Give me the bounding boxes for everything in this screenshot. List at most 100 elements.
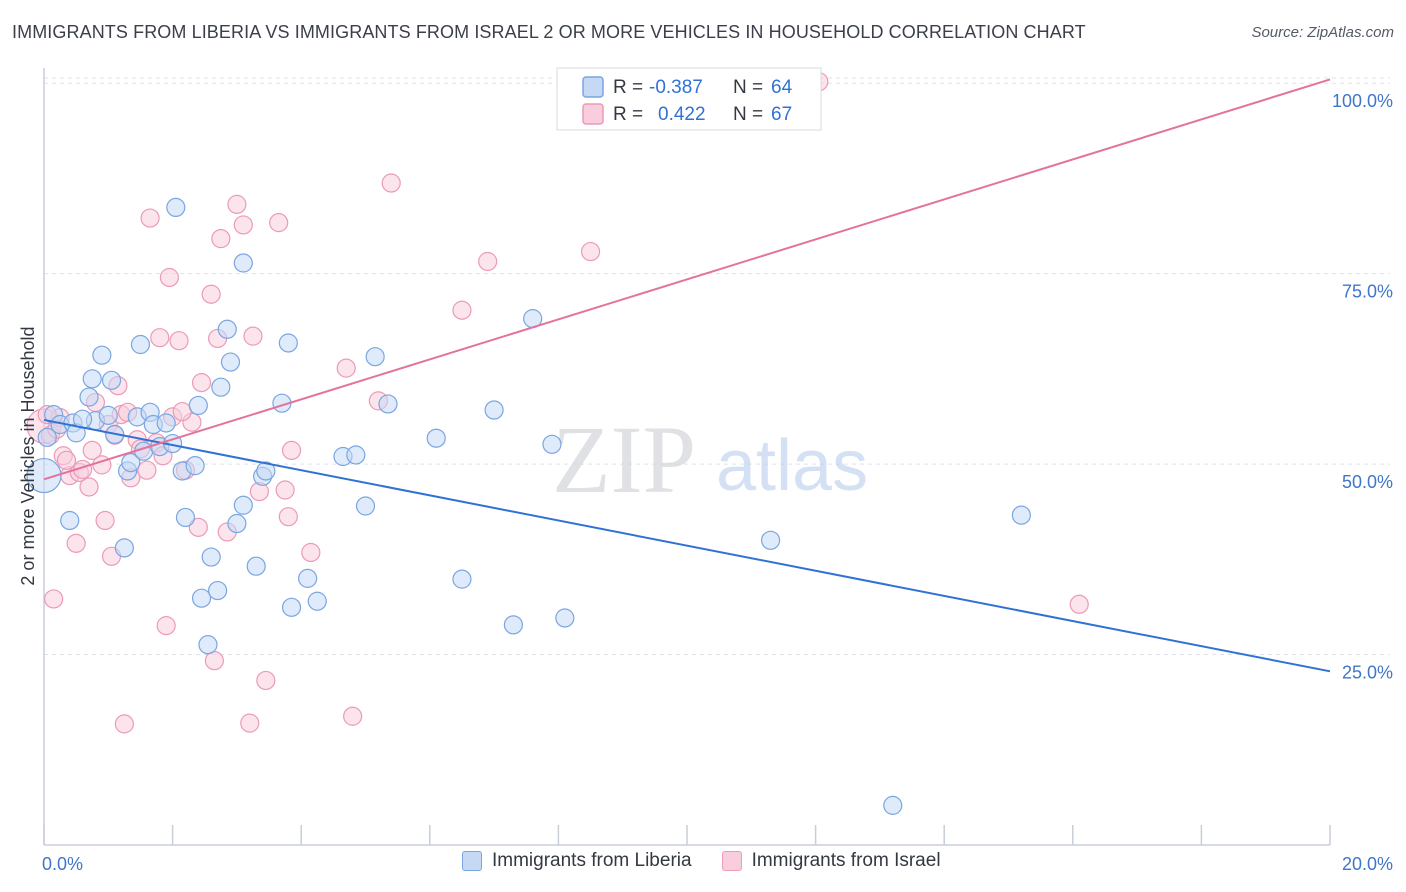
liberia-point bbox=[101, 370, 122, 390]
x-tick-label: 0.0% bbox=[42, 854, 83, 874]
zipatlas-watermark: ZIP atlas bbox=[552, 406, 868, 513]
liberia-stats-swatch bbox=[582, 76, 604, 98]
israel-point bbox=[44, 589, 64, 609]
israel-point bbox=[114, 714, 134, 734]
liberia-point bbox=[355, 496, 376, 516]
liberia-point bbox=[426, 428, 446, 448]
israel-point bbox=[452, 300, 472, 320]
liberia-point bbox=[298, 568, 318, 588]
legend-swatch-liberia bbox=[462, 851, 482, 871]
liberia-point bbox=[555, 608, 575, 628]
liberia-point bbox=[227, 513, 247, 534]
israel-point bbox=[169, 331, 189, 351]
liberia-point bbox=[201, 547, 221, 567]
israel-point bbox=[201, 284, 221, 304]
trendlines bbox=[43, 78, 1331, 673]
israel-point bbox=[204, 651, 224, 671]
israel-n-value: 67 bbox=[771, 104, 792, 125]
israel-point bbox=[227, 194, 247, 214]
israel-point bbox=[478, 251, 498, 272]
israel-point bbox=[172, 401, 192, 422]
tick-labels: 25.0% 50.0% 75.0% 100.0% 0.0% 20.0% bbox=[42, 91, 1393, 874]
y-tick-label: 75.0% bbox=[1342, 282, 1393, 302]
liberia-point bbox=[121, 452, 141, 473]
legend-swatch-israel bbox=[721, 851, 742, 871]
legend-label-liberia: Immigrants from Liberia bbox=[492, 850, 692, 871]
israel-points bbox=[26, 71, 1089, 734]
israel-point bbox=[336, 358, 356, 378]
source-label: Source: ZipAtlas.com bbox=[1251, 24, 1394, 41]
liberia-point bbox=[542, 434, 562, 454]
liberia-point bbox=[198, 635, 218, 655]
liberia-point bbox=[1011, 505, 1031, 525]
liberia-point bbox=[365, 347, 385, 367]
israel-point bbox=[233, 215, 253, 235]
israel-point bbox=[301, 542, 321, 563]
liberia-point bbox=[281, 597, 302, 617]
israel-point bbox=[278, 507, 298, 527]
chart-legend: Immigrants from Liberia Immigrants from … bbox=[462, 850, 941, 872]
legend-label-israel: Immigrants from Israel bbox=[751, 850, 941, 871]
israel-point bbox=[1069, 594, 1089, 614]
israel-n-label: N = bbox=[733, 104, 763, 125]
israel-point bbox=[381, 173, 401, 193]
chart-title: IMMIGRANTS FROM LIBERIA VS IMMIGRANTS FR… bbox=[12, 22, 1086, 42]
liberia-point bbox=[452, 569, 472, 589]
x-tick-label: 20.0% bbox=[1342, 854, 1393, 874]
israel-point bbox=[256, 670, 276, 691]
legend-item-liberia[interactable]: Immigrants from Liberia bbox=[462, 850, 692, 872]
liberia-point bbox=[175, 507, 196, 528]
liberia-point bbox=[256, 461, 276, 481]
y-axis-label: 2 or more Vehicles in Household bbox=[18, 326, 38, 585]
israel-point bbox=[140, 208, 160, 228]
israel-point bbox=[188, 517, 208, 537]
israel-r-label: R = bbox=[613, 104, 643, 125]
israel-point bbox=[275, 480, 295, 500]
liberia-point bbox=[246, 556, 266, 576]
liberia-point bbox=[503, 615, 523, 635]
liberia-trendline bbox=[43, 418, 1331, 673]
liberia-point bbox=[114, 538, 134, 558]
israel-point bbox=[281, 440, 302, 461]
liberia-point bbox=[98, 405, 118, 425]
liberia-point bbox=[233, 253, 253, 273]
israel-point bbox=[137, 460, 157, 480]
legend-item-israel[interactable]: Immigrants from Israel bbox=[721, 850, 941, 872]
axes bbox=[43, 68, 1330, 846]
liberia-point bbox=[208, 580, 228, 601]
israel-trendline bbox=[43, 78, 1331, 481]
israel-point bbox=[191, 373, 212, 393]
y-tick-label: 25.0% bbox=[1342, 663, 1393, 683]
liberia-point bbox=[60, 510, 80, 531]
israel-point bbox=[79, 477, 99, 497]
israel-point bbox=[211, 229, 231, 249]
israel-point bbox=[240, 713, 260, 733]
israel-point bbox=[343, 706, 363, 726]
liberia-point bbox=[82, 369, 102, 389]
liberia-point bbox=[307, 591, 327, 611]
liberia-point bbox=[233, 495, 253, 515]
liberia-point bbox=[188, 395, 208, 416]
liberia-r-label: R = bbox=[613, 77, 643, 98]
liberia-point bbox=[278, 333, 298, 353]
stats-legend-box: R = -0.387 N = 64 R = 0.422 N = 67 bbox=[556, 67, 822, 131]
liberia-point bbox=[26, 457, 62, 494]
israel-point bbox=[159, 267, 179, 288]
watermark-atlas: atlas bbox=[716, 426, 868, 506]
israel-point bbox=[269, 213, 289, 233]
liberia-point bbox=[883, 795, 903, 815]
liberia-point bbox=[130, 334, 151, 355]
liberia-point bbox=[191, 588, 212, 608]
liberia-point bbox=[211, 377, 231, 397]
liberia-point bbox=[217, 319, 237, 339]
liberia-n-value: 64 bbox=[771, 77, 793, 98]
y-tick-label: 50.0% bbox=[1342, 472, 1393, 492]
liberia-points bbox=[26, 197, 1031, 815]
liberia-point bbox=[220, 352, 241, 372]
liberia-point bbox=[156, 413, 176, 433]
watermark-zip: ZIP bbox=[552, 406, 696, 513]
y-tick-label: 100.0% bbox=[1332, 91, 1393, 111]
israel-point bbox=[82, 440, 102, 461]
israel-point bbox=[66, 533, 86, 553]
